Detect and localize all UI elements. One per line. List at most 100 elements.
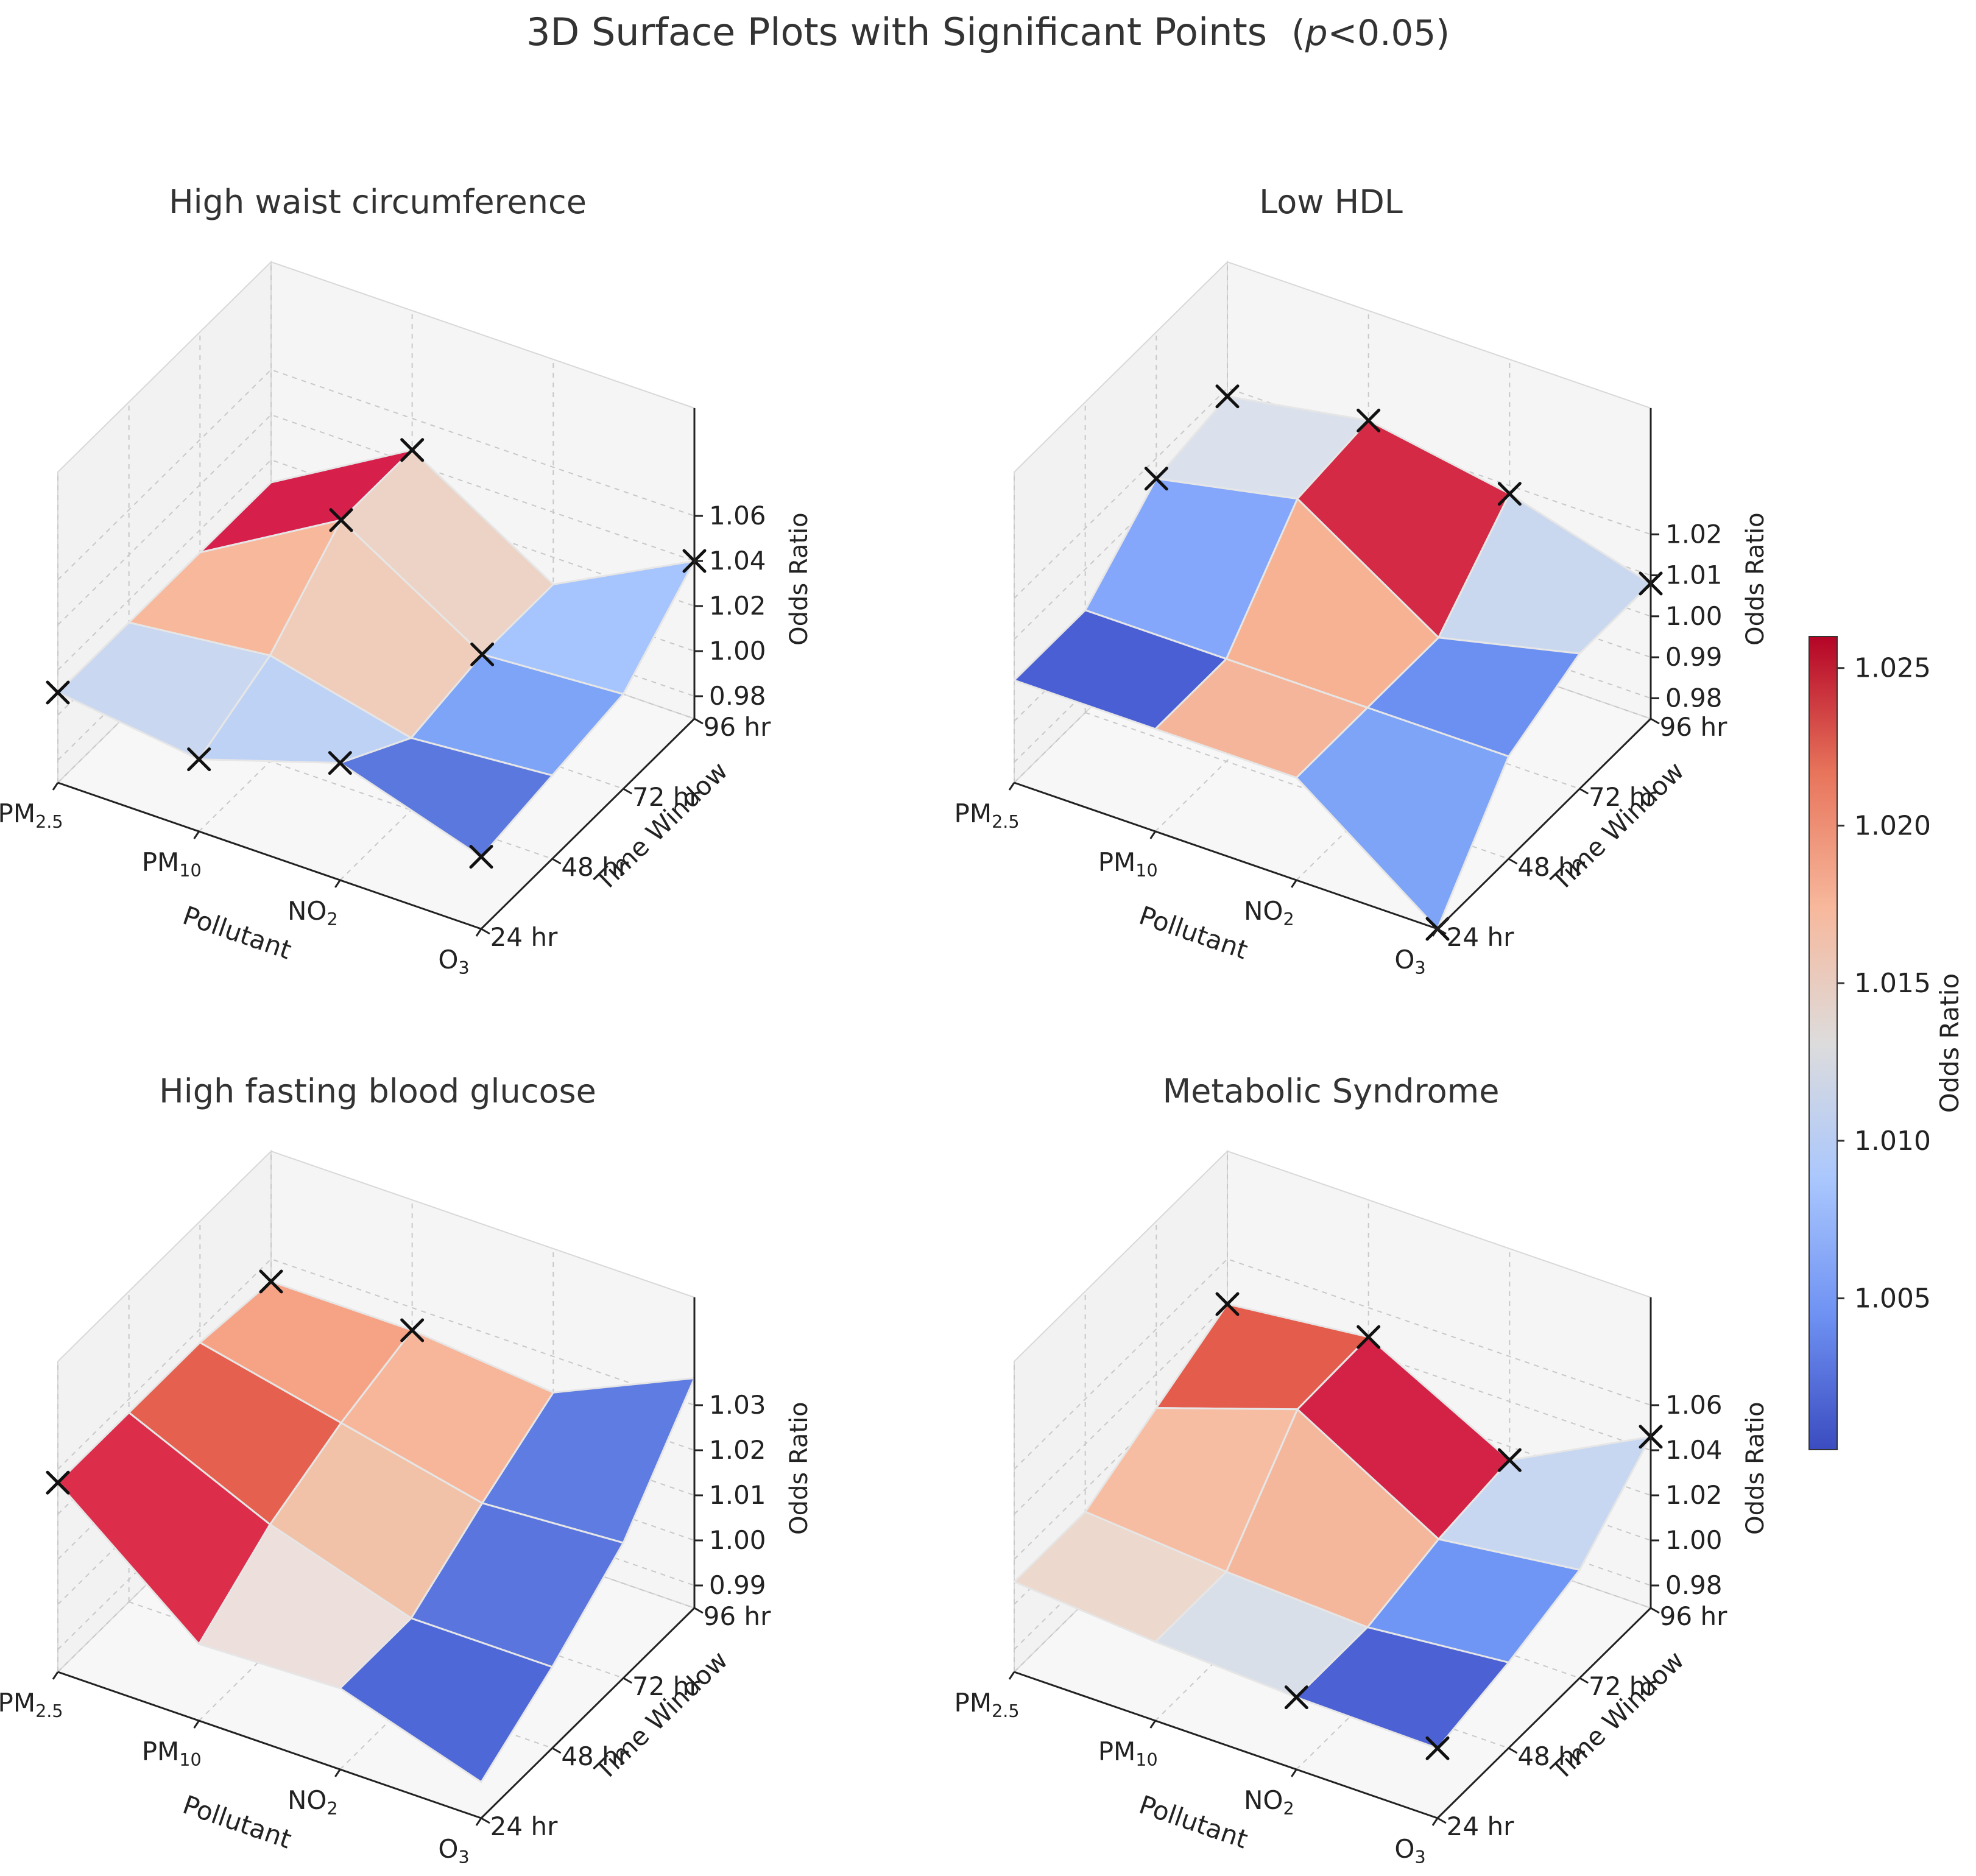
z-tick-label: 1.02	[709, 591, 766, 621]
x-tick-label: PM10	[1098, 1737, 1158, 1770]
significant-point-marker	[1497, 482, 1522, 506]
marker-stroke	[259, 1269, 283, 1294]
y-tick-label: 96 hr	[704, 712, 771, 742]
z-grid-line	[57, 414, 695, 626]
x-axis-line	[57, 781, 482, 930]
significant-point-marker	[1357, 1325, 1381, 1349]
y-tick-label: 48 hr	[1517, 1741, 1585, 1771]
significant-point-marker	[1497, 1448, 1522, 1472]
significant-markers	[1215, 1292, 1663, 1760]
x-tick	[1149, 831, 1156, 839]
y-tick-label: 48 hr	[561, 1741, 629, 1771]
subplot-title: Low HDL	[1259, 183, 1403, 221]
significant-point-marker	[400, 438, 425, 462]
z-axis-label: Odds Ratio	[1741, 512, 1770, 646]
significant-point-marker	[46, 680, 70, 705]
z-tick-label: 1.00	[1665, 601, 1723, 631]
x-tick-label: NO2	[288, 1785, 338, 1819]
x-axis-line	[1014, 1671, 1438, 1819]
marker-stroke	[1497, 1448, 1522, 1472]
significant-point-marker	[1284, 1685, 1308, 1710]
z-grid-line	[57, 368, 695, 580]
floor-grid-y	[1227, 1461, 1651, 1609]
significant-point-marker	[328, 751, 352, 775]
x-tick-label: PM10	[142, 1737, 202, 1770]
marker-stroke	[400, 1318, 425, 1342]
z-axis-label: Odds Ratio	[785, 512, 813, 646]
x-axis-label: Pollutant	[179, 900, 295, 965]
marker-stroke	[46, 680, 70, 705]
x-tick-label: PM2.5	[954, 799, 1020, 832]
surface-face	[339, 1617, 554, 1783]
y-tick	[1650, 1607, 1660, 1614]
y-axis-line	[1436, 1607, 1652, 1819]
z-grid-line	[1014, 387, 1651, 599]
significant-markers	[46, 1269, 425, 1495]
floor-grid-y	[1156, 642, 1580, 789]
marker-stroke	[469, 845, 493, 869]
colorbar-tick-label: 1.010	[1854, 1126, 1931, 1157]
x-tick-label: PM2.5	[954, 1688, 1020, 1721]
z-tick-label: 1.01	[1665, 560, 1723, 590]
significant-point-marker	[469, 845, 493, 869]
y-tick	[694, 1607, 704, 1614]
colorbar-tick-label: 1.020	[1854, 810, 1931, 841]
z-tick-label: 1.02	[1665, 519, 1723, 549]
significant-point-marker	[1215, 1292, 1240, 1316]
y-tick-label: 24 hr	[1447, 1811, 1514, 1841]
z-grid-line	[1014, 1348, 1651, 1560]
x-tick	[1008, 1671, 1015, 1680]
x-tick-label: NO2	[1244, 896, 1294, 929]
p-value-note: (p<0.05)	[1291, 12, 1450, 54]
x-tick-label: O3	[1394, 1834, 1425, 1867]
marker-stroke	[1215, 384, 1240, 409]
y-tick	[481, 928, 490, 935]
subplot-1: PM2.5 PM10 NO2 O3 Pollutant 24 hr 48 hr 72 hr 96…	[0, 260, 813, 978]
colorbar-label: Odds Ratio	[1935, 973, 1964, 1113]
colorbar-tick-label: 1.015	[1854, 968, 1931, 999]
z-tick-label: 1.04	[1665, 1435, 1723, 1465]
z-tick-label: 1.06	[1665, 1390, 1723, 1420]
x-tick	[1431, 1818, 1439, 1826]
y-tick	[1508, 858, 1518, 865]
z-grid-line	[57, 1258, 695, 1470]
x-tick-label: O3	[438, 1834, 469, 1867]
z-tick-label: 1.02	[709, 1435, 766, 1465]
y-tick	[694, 718, 704, 725]
subplot-2: PM2.5 PM10 NO2 O3 Pollutant 24 hr 48 hr 72 hr 96…	[954, 260, 1770, 978]
y-tick	[1650, 718, 1660, 725]
x-tick	[1149, 1720, 1156, 1729]
z-tick-label: 1.00	[1665, 1525, 1723, 1555]
x-tick	[475, 1818, 482, 1826]
x-axis-label: Pollutant	[179, 1790, 295, 1854]
x-tick	[1008, 782, 1015, 791]
z-tick-label: 1.00	[709, 1525, 766, 1555]
colorbar-tick-label: 1.025	[1854, 653, 1931, 684]
y-tick	[1579, 1677, 1589, 1684]
z-tick-label: 1.00	[709, 636, 766, 666]
y-tick	[1437, 928, 1447, 935]
surface	[1013, 1303, 1652, 1749]
colorbar-bar	[1808, 636, 1838, 1450]
z-tick-label: 0.98	[1665, 683, 1723, 713]
significant-point-marker	[470, 642, 495, 666]
z-grid-line	[1014, 1258, 1651, 1470]
subplot-title: High fasting blood glucose	[159, 1072, 596, 1110]
surface-face	[339, 737, 554, 858]
colorbar-tick-label: 1.005	[1854, 1283, 1931, 1314]
significant-point-marker	[259, 1269, 283, 1294]
x-tick	[475, 928, 482, 937]
x-tick-label: NO2	[1244, 1785, 1294, 1819]
y-tick-label: 96 hr	[1660, 1601, 1727, 1631]
x-tick	[1431, 928, 1439, 937]
z-tick-label: 1.02	[1665, 1480, 1723, 1510]
subplot-title: High waist circumference	[169, 183, 587, 221]
surface-face	[1295, 707, 1510, 930]
significant-point-marker	[1215, 384, 1240, 409]
marker-stroke	[1215, 1292, 1240, 1316]
x-tick	[193, 1720, 200, 1729]
marker-stroke	[46, 1470, 70, 1495]
surface-face	[1295, 1626, 1510, 1749]
surface	[57, 1280, 696, 1783]
marker-stroke	[1357, 1325, 1381, 1349]
